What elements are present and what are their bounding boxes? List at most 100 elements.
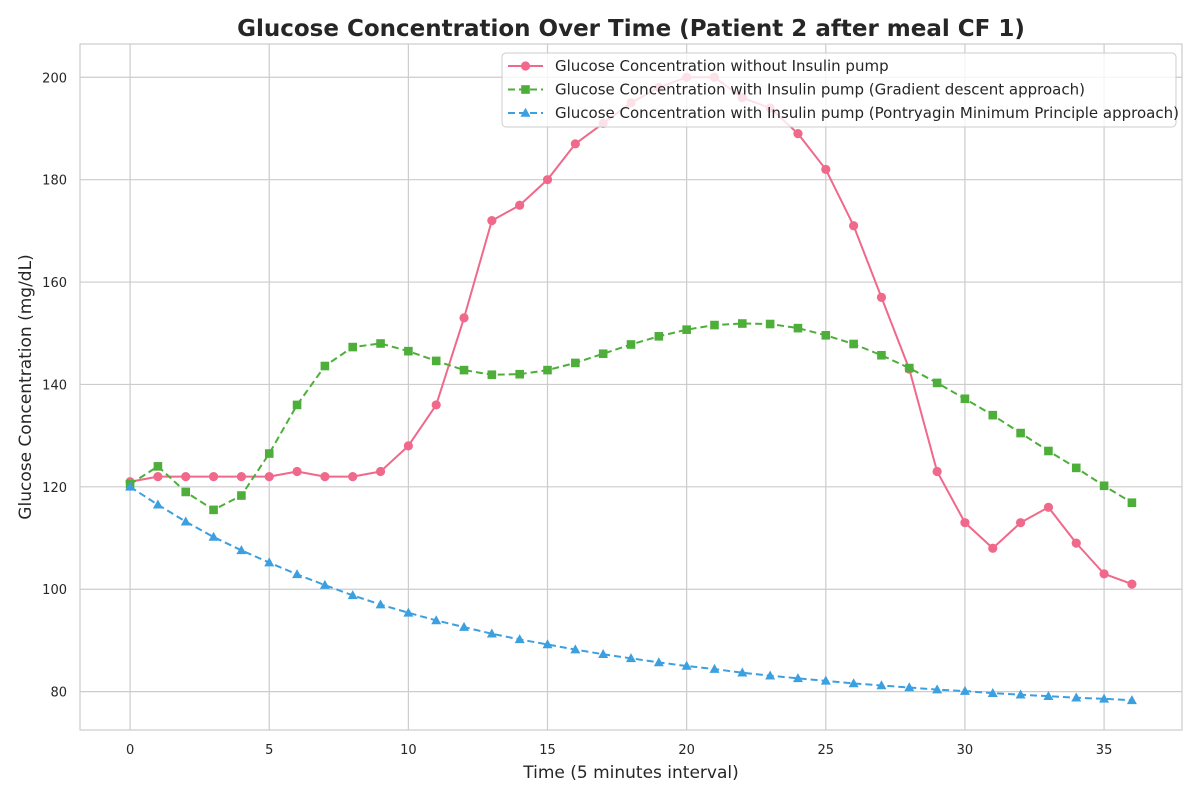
data-point xyxy=(459,365,469,375)
data-point xyxy=(404,346,413,356)
data-point xyxy=(1043,691,1054,701)
data-point xyxy=(737,667,748,677)
series-2 xyxy=(125,319,1137,515)
series-layer xyxy=(125,72,1137,705)
legend-label-2: Glucose Concentration with Insulin pump … xyxy=(555,81,1085,99)
data-point xyxy=(1015,689,1026,699)
data-point xyxy=(1127,498,1137,507)
grid-lines xyxy=(80,44,1182,730)
x-tick-label: 25 xyxy=(818,743,835,758)
data-point xyxy=(152,499,163,509)
data-point xyxy=(988,410,998,420)
data-point xyxy=(932,684,943,694)
x-tick-label: 20 xyxy=(678,743,695,758)
data-point xyxy=(514,634,525,644)
legend-box xyxy=(501,52,1177,128)
y-tick-labels: 80 100 120 140 160 180 200 xyxy=(42,71,67,700)
data-point xyxy=(264,557,275,567)
series-line xyxy=(129,76,1133,586)
data-point xyxy=(180,516,191,526)
data-point xyxy=(208,531,219,541)
data-point xyxy=(1099,569,1109,579)
data-point xyxy=(570,644,581,654)
series-line xyxy=(129,322,1133,511)
data-point xyxy=(431,356,441,366)
data-point xyxy=(515,200,525,210)
data-point xyxy=(738,319,747,328)
data-point xyxy=(1044,446,1053,456)
data-point xyxy=(376,339,385,348)
y-tick-label: 200 xyxy=(42,71,67,86)
data-point xyxy=(598,649,609,659)
x-tick-label: 30 xyxy=(957,743,974,758)
data-point xyxy=(320,361,330,371)
data-point xyxy=(1071,463,1081,473)
data-point xyxy=(543,365,552,375)
legend-marker-3 xyxy=(520,107,531,117)
data-point xyxy=(431,615,442,625)
data-point xyxy=(960,518,970,528)
data-point xyxy=(348,342,358,352)
data-point xyxy=(237,491,246,500)
data-point xyxy=(821,330,831,340)
data-point xyxy=(320,471,330,482)
data-point xyxy=(849,221,859,231)
legend-marker-1 xyxy=(520,61,531,71)
y-tick-label: 180 xyxy=(42,174,67,189)
data-point xyxy=(765,319,775,329)
x-tick-label: 5 xyxy=(265,743,273,758)
data-point xyxy=(849,339,858,349)
data-point xyxy=(236,471,247,482)
series-line xyxy=(129,485,1132,702)
data-point xyxy=(932,466,942,477)
data-point xyxy=(904,363,914,373)
data-point xyxy=(1071,692,1082,702)
y-tick-label: 80 xyxy=(50,686,67,701)
data-point xyxy=(375,599,386,609)
data-point xyxy=(1015,518,1026,528)
data-point xyxy=(264,471,274,482)
data-point xyxy=(375,466,386,477)
data-point xyxy=(431,400,441,410)
data-point xyxy=(1043,502,1054,512)
legend: Glucose Concentration without Insulin pu… xyxy=(501,52,1179,128)
data-point xyxy=(571,358,580,368)
data-point xyxy=(626,340,636,349)
data-point xyxy=(153,471,163,482)
data-point xyxy=(792,673,803,683)
data-point xyxy=(181,471,191,482)
data-point xyxy=(181,487,191,497)
data-point xyxy=(793,128,803,139)
data-point xyxy=(820,675,831,685)
data-point xyxy=(987,687,998,697)
legend-label-3: Glucose Concentration with Insulin pump … xyxy=(555,104,1179,122)
y-axis-label: Glucose Concentration (mg/dL) xyxy=(16,254,36,519)
x-tick-label: 15 xyxy=(539,743,556,758)
data-point xyxy=(932,378,942,388)
data-point xyxy=(765,670,776,680)
data-point xyxy=(347,590,358,600)
data-point xyxy=(821,164,831,175)
plot-frame xyxy=(79,43,1183,731)
data-point xyxy=(960,394,970,404)
chart-title: Glucose Concentration Over Time (Patient… xyxy=(237,16,1025,42)
data-point xyxy=(153,462,163,471)
x-tick-label: 35 xyxy=(1096,743,1113,758)
data-point xyxy=(848,678,859,688)
data-point xyxy=(709,663,720,673)
y-tick-label: 140 xyxy=(42,378,67,393)
x-tick-label: 10 xyxy=(400,743,417,758)
data-point xyxy=(515,369,524,379)
data-point xyxy=(1099,481,1109,491)
y-tick-label: 100 xyxy=(42,583,67,598)
legend-label-1: Glucose Concentration without Insulin pu… xyxy=(555,57,889,75)
data-point xyxy=(208,471,219,482)
data-point xyxy=(654,332,664,341)
data-point xyxy=(876,292,887,303)
data-point xyxy=(292,466,302,477)
data-point xyxy=(598,349,608,359)
data-point xyxy=(487,216,497,226)
data-point xyxy=(988,543,998,553)
x-tick-label: 0 xyxy=(126,743,134,758)
